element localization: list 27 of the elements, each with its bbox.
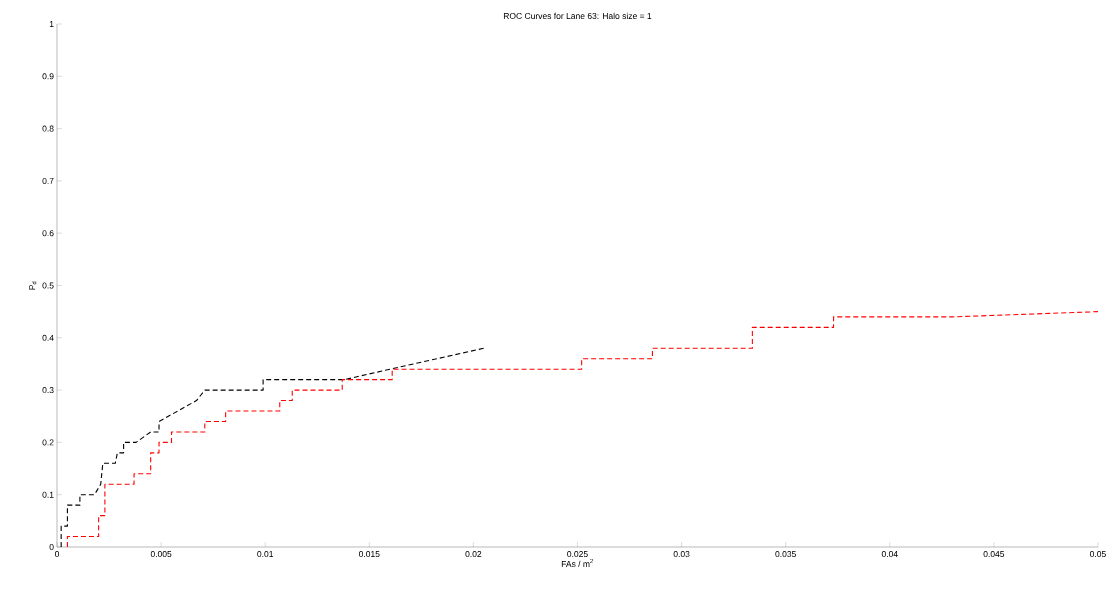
y-tick-label: 0.8 (42, 125, 54, 132)
line-series (60, 347, 485, 547)
y-tick-label: 0.1 (42, 491, 54, 498)
x-tick-label: 0.005 (150, 551, 172, 558)
y-axis-title: P$_{d}$ (29, 281, 37, 290)
y-tick-label: 1 (49, 21, 54, 27)
y-tick-label: 0.6 (42, 230, 54, 237)
y-tick-label: 0.2 (42, 439, 54, 446)
y-tick-label: 0.5 (42, 282, 54, 289)
chart-title: ROC Curves for Lane 63: Halo size = 1 (503, 12, 652, 19)
y-tick-label: 0.7 (42, 177, 54, 184)
x-tick-label: 0.01 (257, 551, 274, 558)
x-tick-label: 0.045 (983, 551, 1005, 558)
line-series (66, 311, 1098, 547)
x-tick-label: 0.035 (775, 551, 796, 558)
x-tick-label: 0.05 (1090, 551, 1106, 558)
y-tick-label: 0.4 (42, 334, 54, 341)
y-tick-label: 0.9 (42, 73, 54, 80)
x-tick-label: 0.04 (881, 551, 898, 558)
x-tick-label: 0.03 (673, 551, 690, 558)
x-tick-label: 0.015 (358, 551, 380, 558)
x-tick-label: 0.025 (567, 551, 588, 558)
x-tick-label: 0 (54, 551, 60, 558)
y-tick-label: 0 (49, 543, 54, 550)
y-tick-label: 0.3 (42, 387, 54, 394)
x-axis-title: FAs / m$^{2}$ (561, 558, 593, 567)
x-tick-label: 0.02 (465, 551, 482, 558)
